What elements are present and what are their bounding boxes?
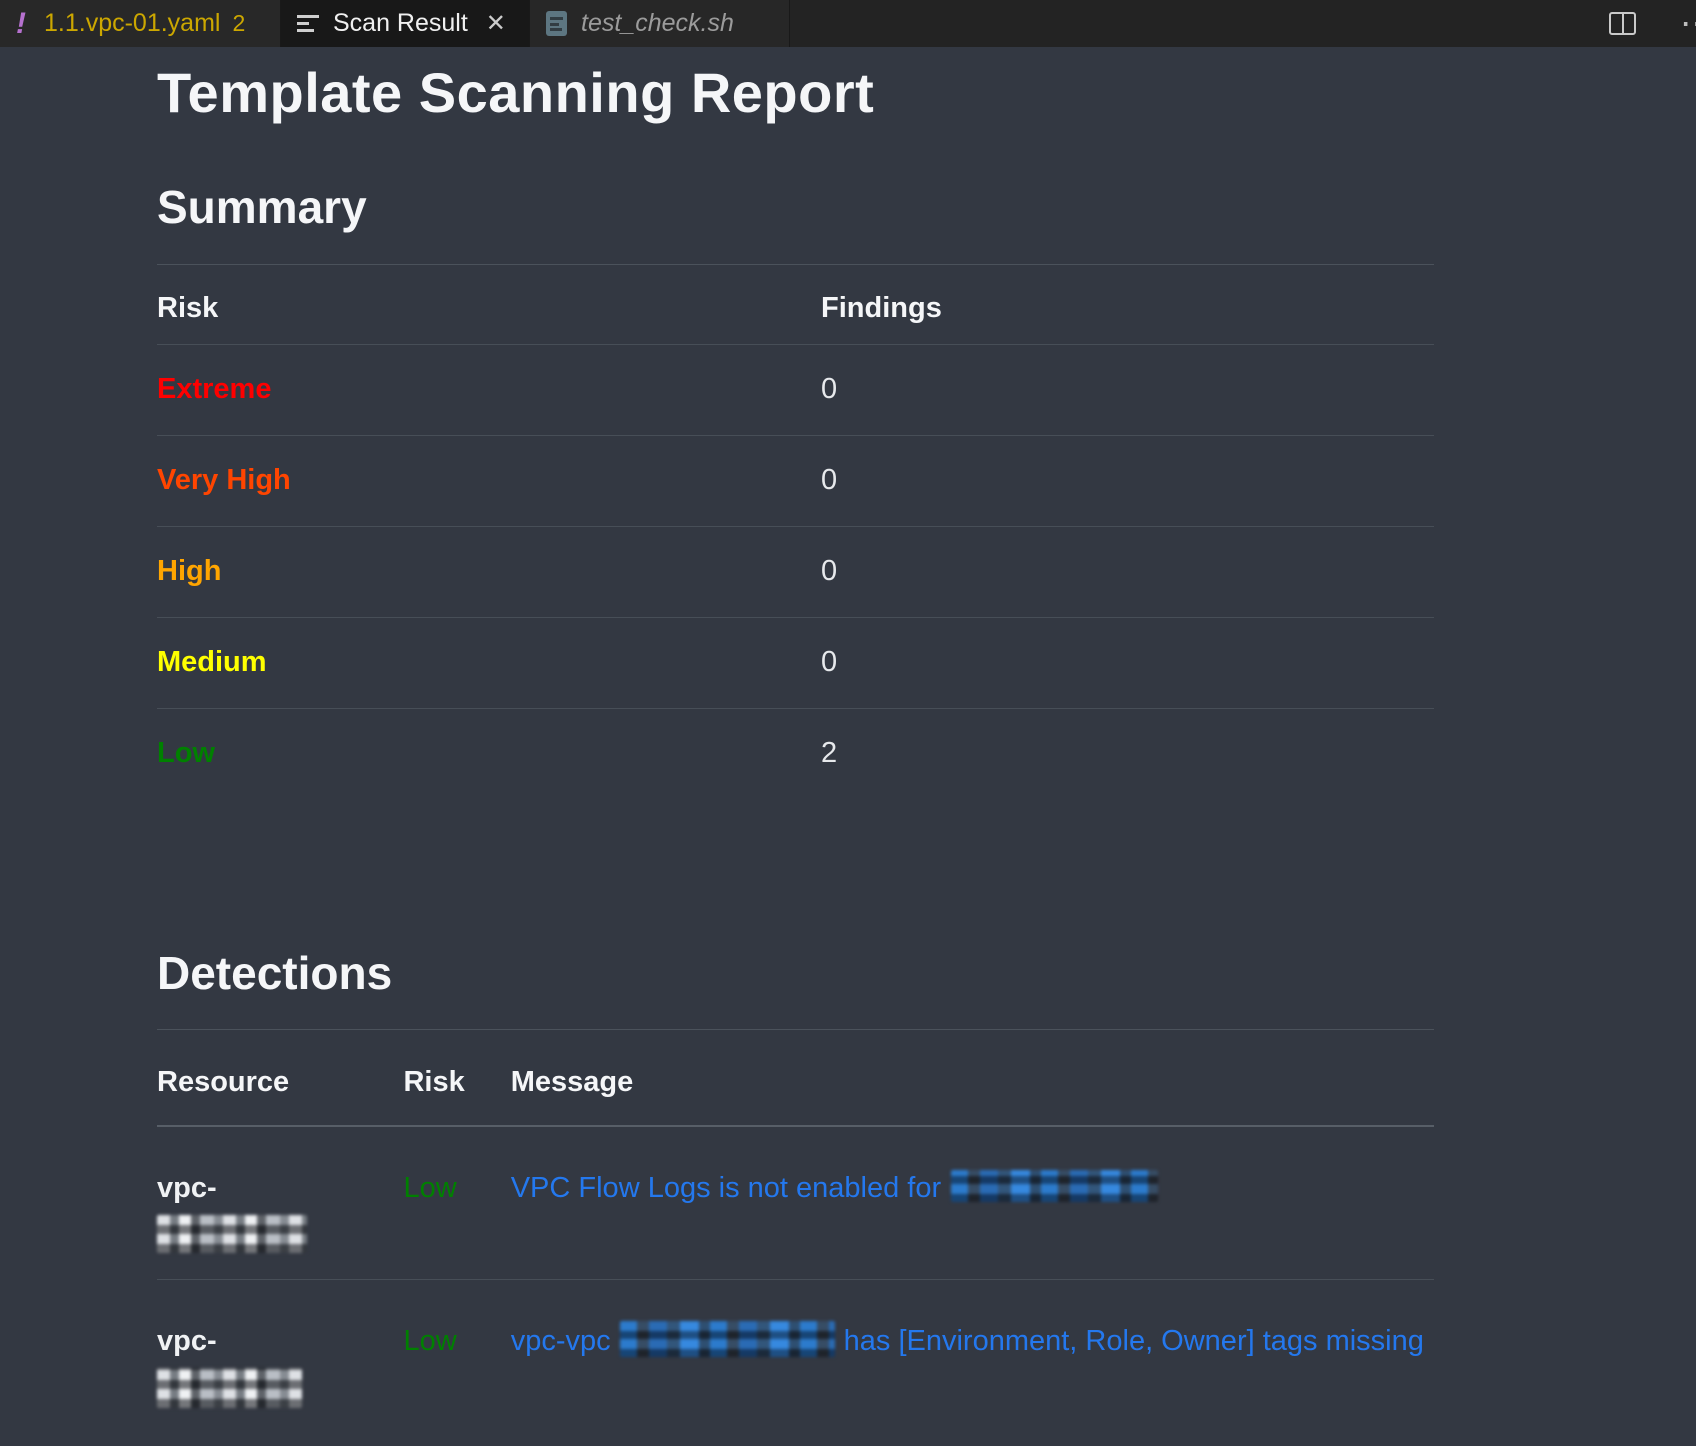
split-editor-icon[interactable] [1609,12,1636,35]
findings-count: 0 [821,463,838,496]
findings-count: 2 [821,736,838,769]
detections-col-resource: Resource [157,1029,404,1127]
risk-label-extreme: Extreme [157,372,272,405]
risk-label-high: High [157,554,222,587]
scan-report-preview: Template Scanning Report Summary Risk Fi… [0,61,1434,1434]
summary-col-findings: Findings [821,264,1434,345]
redacted-message-part [951,1169,1159,1202]
table-row: Very High 0 [157,434,1434,527]
table-row: High 0 [157,525,1434,618]
problem-count-badge: 2 [232,10,246,36]
warning-exclamation-icon: ! [16,6,26,40]
summary-table: Risk Findings Extreme 0 Very High 0 High… [157,264,1434,799]
detections-col-message: Message [510,1029,1434,1127]
findings-count: 0 [821,554,838,587]
risk-label-low: Low [157,736,215,769]
page-title: Template Scanning Report [157,61,875,124]
summary-heading: Summary [157,183,1434,265]
detections-col-risk: Risk [403,1029,511,1127]
tab-label: test_check.sh [581,9,734,37]
finding-message-link[interactable]: vpc-vpc has [Environment, Role, Owner] ta… [510,1320,1424,1357]
ellipsis-icon: ⋯ [1680,4,1696,44]
editor-tab-bar: ! 1.1.vpc-01.yaml 2 Scan Result ✕ test_c… [0,0,1696,47]
table-row: vpc- Low vpc-vpc has [Environment, Role, … [157,1278,1434,1434]
summary-col-risk: Risk [157,264,822,345]
tab-vpc-yaml[interactable]: ! 1.1.vpc-01.yaml 2 [0,0,281,47]
risk-label-low: Low [403,1324,457,1357]
tab-bar-actions: ⋯ [790,0,1696,47]
tab-test-check-sh[interactable]: test_check.sh [530,0,790,47]
message-text: vpc-vpc [510,1324,611,1357]
close-icon[interactable]: ✕ [485,10,506,37]
detections-heading: Detections [157,948,1434,1030]
more-actions-button[interactable]: ⋯ [1680,4,1696,44]
detections-table: Resource Risk Message vpc- Low VPC Flow … [157,1029,1434,1434]
risk-label-medium: Medium [157,645,267,678]
findings-count: 0 [821,372,838,405]
tab-label: Scan Result [333,9,468,37]
tab-label: 1.1.vpc-01.yaml [44,9,221,37]
redacted-message-part [619,1320,835,1357]
table-row: vpc- Low VPC Flow Logs is not enabled fo… [157,1126,1434,1280]
findings-count: 0 [821,645,838,678]
table-row: Low 2 [157,707,1434,799]
message-text: has [Environment, Role, Owner] tags miss… [843,1324,1424,1357]
redacted-resource-id [157,1214,307,1253]
table-row: Extreme 0 [157,343,1434,436]
shell-file-icon [546,11,567,36]
tab-scan-result[interactable]: Scan Result ✕ [281,0,530,47]
risk-label-low: Low [403,1171,457,1204]
preview-list-icon [297,15,319,32]
finding-message-link[interactable]: VPC Flow Logs is not enabled for [510,1169,1159,1204]
redacted-resource-id [157,1367,302,1408]
detections-header-row: Resource Risk Message [157,1029,1434,1127]
summary-header-row: Risk Findings [157,264,1434,345]
resource-name: vpc- [157,1171,217,1204]
resource-name: vpc- [157,1324,217,1357]
risk-label-very-high: Very High [157,463,291,496]
message-text: VPC Flow Logs is not enabled for [510,1171,942,1204]
table-row: Medium 0 [157,616,1434,709]
